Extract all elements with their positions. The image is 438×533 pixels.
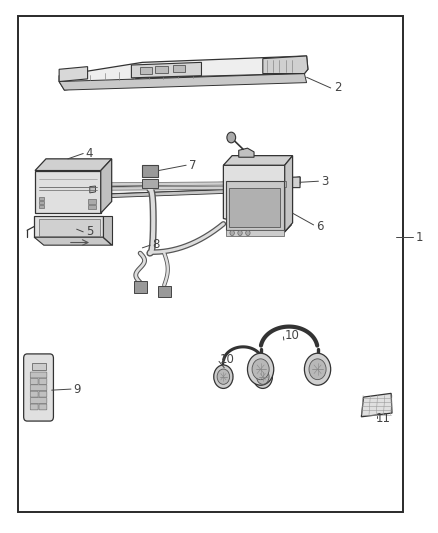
Circle shape (252, 359, 269, 379)
Polygon shape (101, 159, 112, 213)
Polygon shape (99, 182, 245, 186)
Polygon shape (35, 171, 101, 213)
Polygon shape (263, 56, 308, 74)
Text: 7: 7 (189, 159, 197, 172)
Circle shape (309, 359, 326, 379)
Circle shape (253, 365, 272, 389)
Circle shape (227, 132, 236, 143)
Bar (173, 65, 185, 72)
Polygon shape (34, 216, 103, 237)
Polygon shape (91, 188, 280, 198)
Text: 11: 11 (376, 412, 391, 425)
FancyBboxPatch shape (158, 286, 171, 297)
Polygon shape (99, 186, 245, 190)
Text: 10: 10 (220, 353, 235, 366)
Polygon shape (34, 237, 112, 245)
FancyBboxPatch shape (30, 398, 47, 403)
Circle shape (247, 353, 274, 385)
FancyBboxPatch shape (142, 165, 158, 177)
Polygon shape (131, 62, 201, 78)
Text: 9: 9 (74, 383, 81, 395)
FancyBboxPatch shape (30, 372, 47, 378)
FancyBboxPatch shape (30, 391, 38, 397)
Polygon shape (35, 159, 112, 171)
FancyBboxPatch shape (30, 378, 38, 384)
Text: 2: 2 (334, 82, 341, 94)
Text: 3: 3 (321, 175, 328, 188)
FancyBboxPatch shape (134, 281, 147, 293)
Bar (140, 67, 152, 74)
Polygon shape (223, 156, 293, 165)
Polygon shape (90, 186, 95, 193)
Text: 6: 6 (316, 220, 324, 233)
Bar (39, 197, 44, 200)
Polygon shape (59, 74, 307, 90)
Text: 1: 1 (416, 231, 424, 244)
Polygon shape (223, 165, 291, 232)
Polygon shape (229, 188, 280, 227)
Bar (39, 205, 44, 208)
Polygon shape (239, 148, 254, 157)
Polygon shape (39, 219, 100, 236)
Circle shape (238, 230, 242, 236)
FancyBboxPatch shape (39, 378, 47, 384)
Bar (88, 205, 96, 209)
Circle shape (304, 353, 331, 385)
Polygon shape (361, 393, 392, 417)
FancyBboxPatch shape (142, 179, 158, 188)
Polygon shape (247, 177, 300, 190)
Bar (261, 181, 267, 187)
FancyBboxPatch shape (24, 354, 53, 421)
Circle shape (214, 365, 233, 389)
Polygon shape (226, 181, 284, 230)
FancyBboxPatch shape (39, 391, 47, 397)
Bar (280, 181, 286, 187)
Text: 5: 5 (86, 225, 93, 238)
FancyBboxPatch shape (30, 385, 47, 391)
Circle shape (217, 369, 230, 384)
FancyBboxPatch shape (30, 404, 38, 410)
Circle shape (230, 230, 234, 236)
Text: 8: 8 (152, 238, 160, 251)
Text: 4: 4 (86, 147, 93, 160)
FancyBboxPatch shape (39, 404, 47, 410)
Circle shape (246, 230, 250, 236)
Circle shape (257, 369, 269, 384)
Polygon shape (59, 67, 88, 82)
Bar (88, 199, 96, 204)
Bar (39, 201, 44, 204)
Bar (155, 66, 168, 73)
Bar (270, 181, 277, 187)
Polygon shape (103, 216, 112, 245)
Polygon shape (226, 230, 284, 236)
Bar (32, 363, 46, 370)
Polygon shape (90, 177, 300, 195)
Polygon shape (285, 156, 293, 232)
Text: 10: 10 (285, 329, 300, 342)
Polygon shape (59, 56, 308, 90)
